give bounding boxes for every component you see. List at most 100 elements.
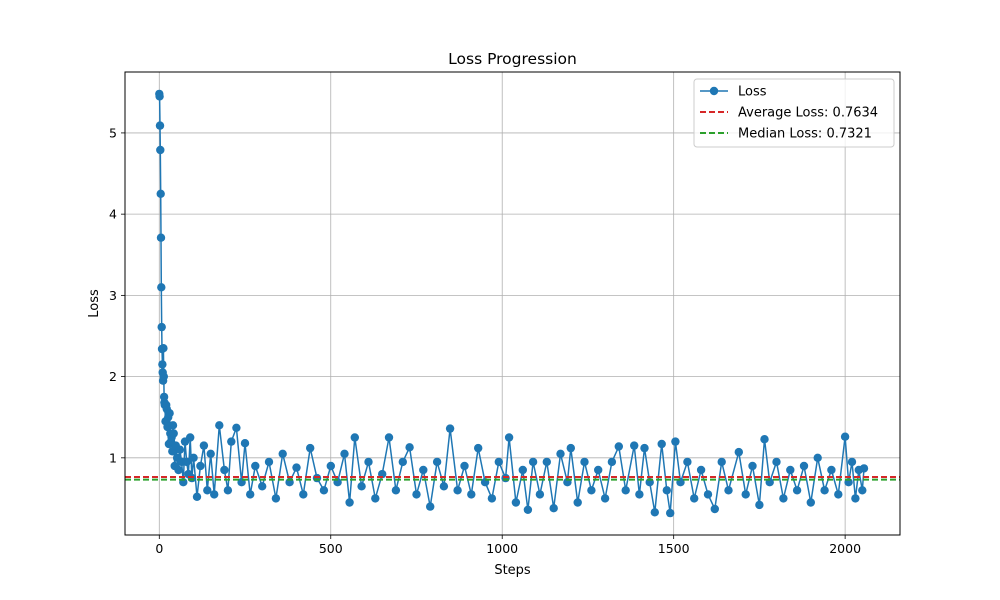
loss-point [779,494,788,503]
loss-point [657,439,666,449]
x-axis-label: Steps [494,563,531,578]
loss-point [156,233,166,242]
x-tick-label: 2000 [829,541,861,556]
loss-point [169,429,178,438]
loss-point [650,508,659,517]
loss-point [215,421,224,430]
loss-point [278,449,287,458]
loss-point [840,432,850,441]
loss-point [312,473,322,483]
loss-point [186,433,195,442]
loss-point [350,433,359,442]
loss-point [806,498,815,507]
legend-loss-label: Loss [738,85,767,100]
loss-point [621,486,630,495]
loss-point [786,465,795,475]
legend-average-label: Average Loss: 0.7634 [738,106,878,121]
loss-point [319,486,329,495]
loss-point [573,498,582,507]
loss-point [703,490,713,499]
loss-point [156,145,165,155]
x-axis: 0 500 1000 1500 2000 [155,535,861,556]
loss-point [760,435,769,444]
plot-area [125,89,900,518]
loss-point [504,433,514,442]
loss-point [246,490,255,499]
loss-point [494,457,503,467]
loss-point [600,494,610,503]
loss-point [467,490,476,499]
loss-point [264,457,274,467]
loss-point [432,457,442,467]
loss-point [445,424,455,433]
loss-point [834,490,843,499]
loss-point [671,437,680,446]
loss-point [640,443,649,453]
loss-point [474,443,483,453]
loss-point [405,443,414,452]
loss-point [614,442,623,451]
loss-point [189,453,198,462]
loss-point [594,465,603,475]
loss-point [518,465,527,475]
loss-point [772,457,781,467]
reference-lines [125,476,900,481]
loss-point [566,443,575,453]
loss-point [168,421,178,430]
loss-point [340,449,349,458]
loss-point [439,482,449,491]
plot-frame [124,71,901,536]
loss-point [258,482,267,491]
y-tick-label: 4 [109,207,117,222]
loss-series [155,89,869,518]
loss-point [453,486,462,495]
loss-point [858,486,867,495]
loss-point [299,490,308,499]
loss-point [165,409,174,418]
loss-point [157,283,166,292]
loss-point [511,498,521,507]
loss-point [690,494,699,503]
loss-point [426,502,435,511]
loss-point [345,498,354,507]
y-tick-label: 1 [109,450,117,465]
loss-point [535,490,545,499]
loss-point [419,465,428,475]
loss-point [159,372,168,381]
y-tick-label: 5 [109,125,117,140]
loss-point [741,490,750,499]
loss-point [820,486,829,495]
loss-point [182,457,191,467]
loss-point [717,457,726,467]
loss-point [859,464,869,473]
loss-point [683,457,692,467]
loss-point [607,457,617,467]
loss-point [724,486,733,495]
loss-point [630,441,639,450]
loss-point [206,449,215,458]
loss-point [326,461,335,471]
loss-point [371,494,380,503]
loss-point [391,486,401,495]
loss-point [187,473,197,483]
loss-point [192,492,202,501]
loss-point [227,437,236,446]
loss-point [292,463,301,472]
loss-point [196,461,205,471]
x-tick-label: 0 [155,541,163,556]
loss-point [792,486,802,495]
loss-point [587,486,596,495]
loss-point [851,494,860,503]
y-axis: 1 2 3 4 5 [109,125,125,465]
x-tick-label: 500 [319,541,343,556]
loss-point [523,505,533,514]
loss-point [158,360,167,369]
loss-point [813,453,822,462]
loss-point [364,457,373,467]
loss-point [635,490,644,499]
loss-point [501,473,510,483]
loss-point [556,449,565,458]
loss-point [755,500,764,510]
y-axis-label: Loss [87,289,102,318]
